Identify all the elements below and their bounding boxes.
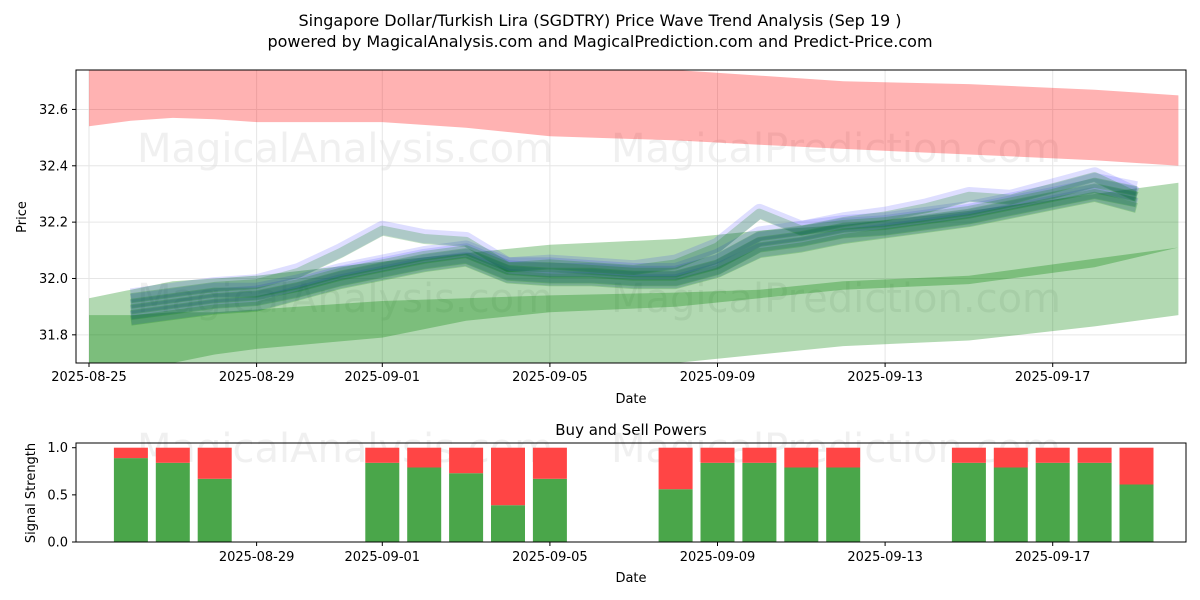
price-x-tick-label: 2025-08-25 <box>51 370 127 385</box>
sell-power-bar <box>407 447 442 468</box>
price-bands <box>89 70 1179 363</box>
signal-panel: Buy and Sell Powers MagicalAnalysis.comM… <box>24 421 1187 586</box>
sell-power-bar <box>951 447 986 463</box>
blue-wave-line <box>129 167 1140 303</box>
green-wave-line <box>130 183 1138 315</box>
price-x-tick-label: 2025-09-09 <box>680 370 756 385</box>
chart-title: Singapore Dollar/Turkish Lira (SGDTRY) P… <box>299 11 902 30</box>
blue-wave-line <box>129 184 1138 320</box>
sell-power-bar <box>197 447 232 479</box>
price-y-tick-label: 32.0 <box>39 272 68 287</box>
buy-power-bar <box>993 467 1028 542</box>
signal-y-tick-label: 1.0 <box>47 441 68 456</box>
signal-axes-frame <box>75 442 1187 543</box>
signal-x-ticks: 2025-08-29 2025-09-01 2025-09-05 2025-09-09… <box>219 542 1091 565</box>
sell-power-bar <box>449 447 484 474</box>
sell-power-bar <box>365 447 400 463</box>
watermark-text: MagicalAnalysis.com <box>137 126 553 172</box>
watermark-text: MagicalAnalysis.com <box>137 276 553 322</box>
signal-y-axis-label: Signal Strength <box>24 443 39 543</box>
blue-wave-line <box>129 172 1138 308</box>
buy-power-bar <box>951 462 986 542</box>
buy-power-bar <box>113 458 148 542</box>
price-x-tick-label: 2025-09-05 <box>512 370 588 385</box>
price-x-tick-label: 2025-09-01 <box>345 370 421 385</box>
sell-power-bar <box>532 447 567 479</box>
price-y-tick-label: 32.4 <box>39 159 68 174</box>
buy-power-bar <box>742 462 777 542</box>
sell-power-bar <box>826 447 861 468</box>
buy-power-bar <box>658 489 693 542</box>
signal-title: Buy and Sell Powers <box>555 421 707 439</box>
sell-power-bar <box>1035 447 1070 463</box>
buy-power-bar <box>1035 462 1070 542</box>
sell-power-bar <box>658 447 693 490</box>
signal-y-tick-label: 0.5 <box>47 488 68 503</box>
signal-y-tick-label: 0.0 <box>47 536 68 551</box>
price-waves <box>129 167 1140 326</box>
sell-power-bar <box>700 447 735 463</box>
price-axes-frame <box>75 69 1187 364</box>
watermark-text: MagicalPrediction.com <box>611 276 1061 322</box>
buy-power-bar <box>155 462 190 542</box>
price-grid <box>76 70 1186 363</box>
price-y-ticks: 31.8 32.0 32.2 32.4 32.6 <box>39 103 76 343</box>
price-y-axis-label: Price <box>15 201 30 233</box>
price-x-tick-label: 2025-08-29 <box>219 370 295 385</box>
buy-power-bar <box>1077 462 1112 542</box>
sell-power-bar <box>1119 447 1154 485</box>
buy-power-bar <box>197 478 232 542</box>
signal-x-tick-label: 2025-09-17 <box>1015 550 1091 565</box>
red-price-band <box>89 70 1179 166</box>
signal-x-tick-label: 2025-09-09 <box>680 550 756 565</box>
watermark-text: MagicalPrediction.com <box>611 126 1061 172</box>
green-wave-line <box>130 177 1138 309</box>
green-wave-line <box>130 189 1138 321</box>
signal-bars <box>113 447 1154 542</box>
buy-power-bar <box>449 473 484 542</box>
sell-power-bar <box>993 447 1028 468</box>
buy-power-bar <box>407 467 442 542</box>
sell-power-bar <box>155 447 190 463</box>
sell-power-bar <box>113 447 148 459</box>
price-watermarks: MagicalAnalysis.com MagicalPrediction.com… <box>137 126 1061 322</box>
signal-x-tick-label: 2025-09-05 <box>512 550 588 565</box>
sell-power-bar <box>784 447 819 468</box>
price-y-tick-label: 32.6 <box>39 103 68 118</box>
price-y-tick-label: 32.2 <box>39 216 68 231</box>
sell-power-bar <box>491 447 525 506</box>
signal-x-tick-label: 2025-09-01 <box>345 550 421 565</box>
price-panel: MagicalAnalysis.com MagicalPrediction.com… <box>15 69 1187 407</box>
price-x-tick-label: 2025-09-17 <box>1015 370 1091 385</box>
sell-power-bar <box>1077 447 1112 463</box>
signal-x-axis-label: Date <box>615 571 646 586</box>
signal-x-tick-label: 2025-09-13 <box>847 550 923 565</box>
buy-power-bar <box>365 462 400 542</box>
chart-subtitle: powered by MagicalAnalysis.com and Magic… <box>267 32 932 51</box>
buy-power-bar <box>1119 484 1154 542</box>
green-price-band <box>89 182 1179 363</box>
sell-power-bar <box>742 447 777 463</box>
buy-power-bar <box>784 467 819 542</box>
green-wave-line <box>130 191 1138 326</box>
buy-power-bar <box>491 505 525 542</box>
blue-wave-line <box>129 187 1139 325</box>
green-wave-line <box>130 172 1139 304</box>
buy-power-bar <box>700 462 735 542</box>
signal-y-ticks: 0.0 0.5 1.0 <box>47 441 76 551</box>
buy-power-bar <box>532 478 567 542</box>
price-x-axis-label: Date <box>615 392 646 407</box>
buy-power-bar <box>826 467 861 542</box>
price-x-tick-label: 2025-09-13 <box>847 370 923 385</box>
signal-x-tick-label: 2025-08-29 <box>219 550 295 565</box>
blue-wave-line <box>129 178 1138 314</box>
price-y-tick-label: 31.8 <box>39 328 68 343</box>
price-x-ticks: 2025-08-25 2025-08-29 2025-09-01 2025-09-05… <box>51 363 1090 385</box>
green-price-band <box>89 247 1179 363</box>
